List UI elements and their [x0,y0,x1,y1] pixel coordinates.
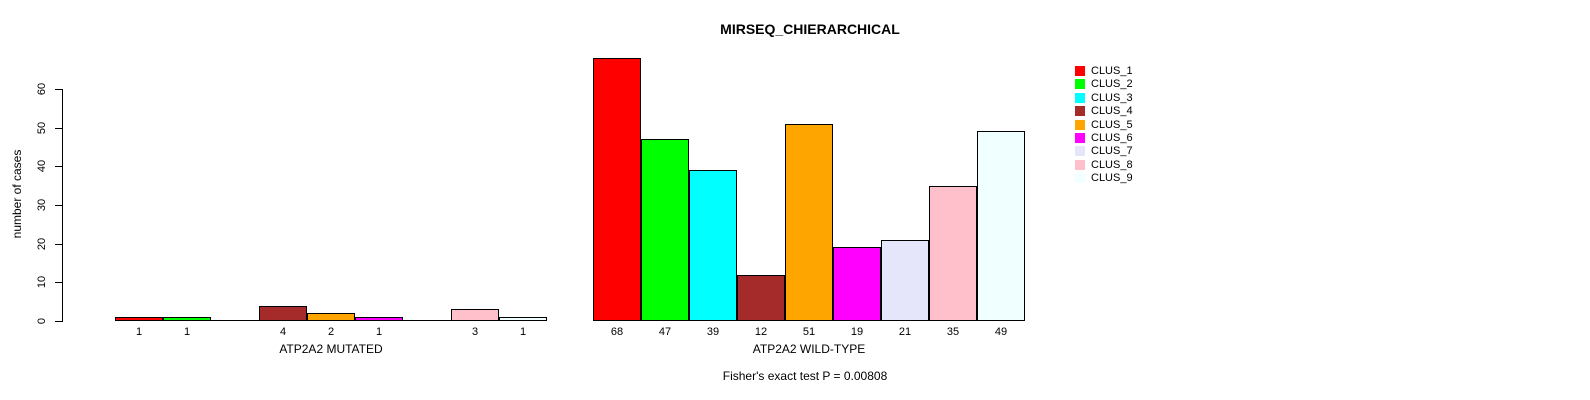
y-axis-line [62,89,63,322]
legend-label-CLUS_5: CLUS_5 [1091,119,1133,131]
legend-swatch-CLUS_6 [1075,133,1085,143]
bar-value-label: 39 [706,326,720,338]
bar-CLUS_5 [785,124,833,321]
stat-annotation: Fisher's exact test P = 0.00808 [722,369,888,383]
bar-value-label: 19 [850,326,864,338]
y-axis-label: number of cases [10,149,24,239]
bar-CLUS_1 [593,58,641,321]
legend-label-CLUS_7: CLUS_7 [1091,145,1133,157]
legend-label-CLUS_8: CLUS_8 [1091,159,1133,171]
chart-title: MIRSEQ_CHIERARCHICAL [720,21,900,37]
bar-value-label: 3 [471,326,479,338]
bar-CLUS_9 [977,131,1025,321]
bar-value-label: 35 [946,326,960,338]
bar-CLUS_2 [641,139,689,321]
y-tick-label: 50 [36,121,48,135]
bar-CLUS_2 [163,317,211,321]
bar-CLUS_9 [499,317,547,321]
bar-value-label: 51 [802,326,816,338]
group-label: ATP2A2 WILD-TYPE [752,342,866,356]
legend-swatch-CLUS_7 [1075,146,1085,156]
y-tick [55,282,62,283]
y-tick-label: 60 [36,82,48,96]
bar-CLUS_8 [929,186,977,321]
legend-swatch-CLUS_8 [1075,160,1085,170]
y-tick-label: 10 [36,275,48,289]
bar-value-label: 12 [754,326,768,338]
legend-label-CLUS_1: CLUS_1 [1091,65,1133,77]
bar-value-label: 1 [519,326,527,338]
bar-CLUS_4 [259,306,307,321]
bar-value-label: 21 [898,326,912,338]
bar-CLUS_3 [689,170,737,321]
bar-CLUS_1 [115,317,163,321]
y-tick-label: 40 [36,159,48,173]
y-tick-label: 30 [36,198,48,212]
bar-CLUS_5 [307,313,355,321]
bar-CLUS_4 [737,275,785,321]
bar-CLUS_6 [833,247,881,321]
bar-value-label: 4 [279,326,287,338]
bar-CLUS_3-zero [211,320,259,321]
legend-swatch-CLUS_9 [1075,173,1085,183]
bar-CLUS_8 [451,309,499,321]
legend-label-CLUS_9: CLUS_9 [1091,172,1133,184]
y-tick [55,89,62,90]
legend-swatch-CLUS_1 [1075,66,1085,76]
bar-CLUS_6 [355,317,403,321]
legend-swatch-CLUS_2 [1075,79,1085,89]
legend-label-CLUS_2: CLUS_2 [1091,78,1133,90]
legend-swatch-CLUS_4 [1075,106,1085,116]
y-tick-label: 0 [36,317,48,325]
legend-label-CLUS_4: CLUS_4 [1091,105,1133,117]
bar-value-label: 1 [135,326,143,338]
bar-value-label: 2 [327,326,335,338]
bar-CLUS_7-zero [403,320,451,321]
bar-value-label: 68 [610,326,624,338]
y-tick-label: 20 [36,237,48,251]
bar-value-label: 49 [994,326,1008,338]
y-tick [55,321,62,322]
legend-swatch-CLUS_5 [1075,120,1085,130]
y-tick [55,166,62,167]
y-tick [55,244,62,245]
y-tick [55,128,62,129]
legend-label-CLUS_3: CLUS_3 [1091,92,1133,104]
legend-swatch-CLUS_3 [1075,93,1085,103]
bar-value-label: 47 [658,326,672,338]
y-tick [55,205,62,206]
bar-CLUS_7 [881,240,929,321]
group-label: ATP2A2 MUTATED [279,342,383,356]
legend-label-CLUS_6: CLUS_6 [1091,132,1133,144]
bar-value-label: 1 [183,326,191,338]
bar-value-label: 1 [375,326,383,338]
